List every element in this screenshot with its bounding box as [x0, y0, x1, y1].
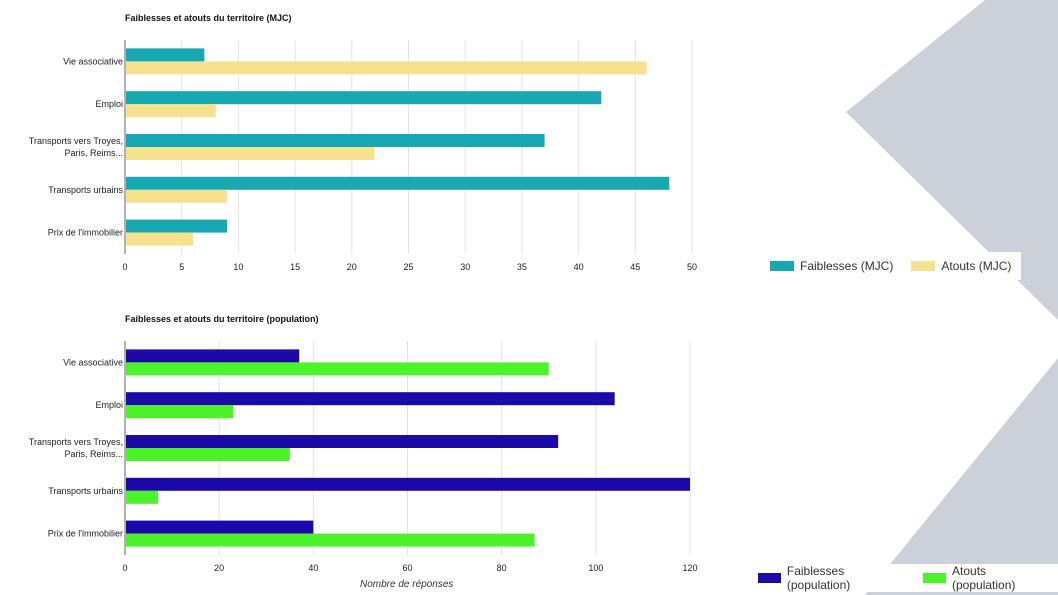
mjc-category-label: Emploi — [95, 99, 123, 109]
legend-label-pop-weak: Faiblesses (population) — [786, 564, 851, 592]
mjc-category-label: Paris, Reims... — [64, 148, 123, 158]
mjc-x-tick-label: 30 — [460, 262, 470, 272]
mjc-category-label: Transports urbains — [48, 185, 123, 195]
legend-pop: Faiblesses (population) Atouts (populati… — [748, 564, 1058, 592]
pop-category-label: Prix de l'immobilier — [48, 529, 123, 539]
pop-category-label: Vie associative — [63, 357, 123, 367]
mjc-category-label: Vie associative — [63, 56, 123, 66]
pop-bar-weak — [126, 392, 615, 406]
mjc-category-label: Prix de l'immobilier — [48, 228, 123, 238]
pop-category-label: Emploi — [95, 400, 123, 410]
mjc-category-label: Transports vers Troyes, — [29, 136, 123, 146]
pop-category-label: Transports urbains — [48, 486, 123, 496]
pop-bar-strength — [126, 362, 549, 376]
pop-bar-weak — [126, 435, 559, 448]
legend-label-mjc-weak: Faiblesses (MJC) — [800, 259, 894, 273]
mjc-x-tick-label: 50 — [687, 262, 697, 272]
pop-x-tick-label: 20 — [214, 563, 224, 573]
mjc-bar-strength — [126, 61, 647, 75]
pop-x-tick-label: 60 — [402, 563, 412, 573]
mjc-bar-weak — [126, 176, 670, 190]
legend-swatch-pop-strength — [923, 573, 947, 583]
pop-x-tick-label: 80 — [497, 563, 507, 573]
mjc-bar-strength — [126, 104, 216, 118]
pop-category-label: Transports vers Troyes, — [29, 437, 123, 447]
mjc-x-tick-label: 5 — [179, 262, 184, 272]
legend-mjc: Faiblesses (MJC) Atouts (MJC) — [760, 252, 1022, 280]
mjc-bar-weak — [126, 48, 205, 62]
pop-x-tick-label: 100 — [588, 563, 603, 573]
chart-title-mjc: Faiblesses et atouts du territoire (MJC) — [125, 13, 292, 23]
pop-bar-strength — [126, 490, 158, 504]
mjc-bar-weak — [126, 91, 602, 105]
mjc-bar-strength — [126, 147, 375, 160]
mjc-x-tick-label: 25 — [403, 262, 413, 272]
mjc-bar-weak — [126, 134, 545, 147]
mjc-x-tick-label: 35 — [517, 262, 527, 272]
legend-label-mjc-strength: Atouts (MJC) — [941, 259, 1012, 273]
mjc-x-tick-label: 20 — [347, 262, 357, 272]
legend-label-pop-strength: Atouts (population) — [952, 564, 1016, 592]
mjc-x-tick-label: 40 — [574, 262, 584, 272]
mjc-x-tick-label: 15 — [290, 262, 300, 272]
pop-x-tick-label: 40 — [308, 563, 318, 573]
pop-bar-weak — [126, 477, 690, 491]
mjc-bar-weak — [126, 219, 228, 233]
legend-swatch-pop-weak — [758, 573, 781, 583]
mjc-x-tick-label: 0 — [122, 262, 127, 272]
mjc-x-tick-label: 10 — [233, 262, 243, 272]
mjc-x-tick-label: 45 — [630, 262, 640, 272]
mjc-bar-strength — [126, 232, 194, 246]
pop-bar-strength — [126, 448, 290, 461]
mjc-bar-strength — [126, 189, 228, 203]
pop-category-label: Paris, Reims... — [64, 449, 123, 459]
pop-bar-strength — [126, 533, 535, 547]
legend-item-mjc-strength[interactable]: Atouts (MJC) — [911, 259, 1011, 273]
pop-bar-weak — [126, 520, 314, 534]
x-axis-label-pop: Nombre de réponses — [360, 579, 454, 590]
legend-swatch-mjc-weak — [770, 261, 794, 271]
legend-item-mjc-weak[interactable]: Faiblesses (MJC) — [770, 259, 893, 273]
pop-bar-strength — [126, 405, 234, 419]
chart-title-pop: Faiblesses et atouts du territoire (popu… — [125, 314, 319, 324]
legend-item-pop-weak[interactable]: Faiblesses (population) — [758, 564, 905, 592]
legend-item-pop-strength[interactable]: Atouts (population) — [923, 564, 1048, 592]
legend-swatch-mjc-strength — [911, 261, 936, 271]
pop-x-tick-label: 120 — [682, 563, 697, 573]
pop-bar-weak — [126, 349, 300, 363]
pop-x-tick-label: 0 — [122, 563, 127, 573]
